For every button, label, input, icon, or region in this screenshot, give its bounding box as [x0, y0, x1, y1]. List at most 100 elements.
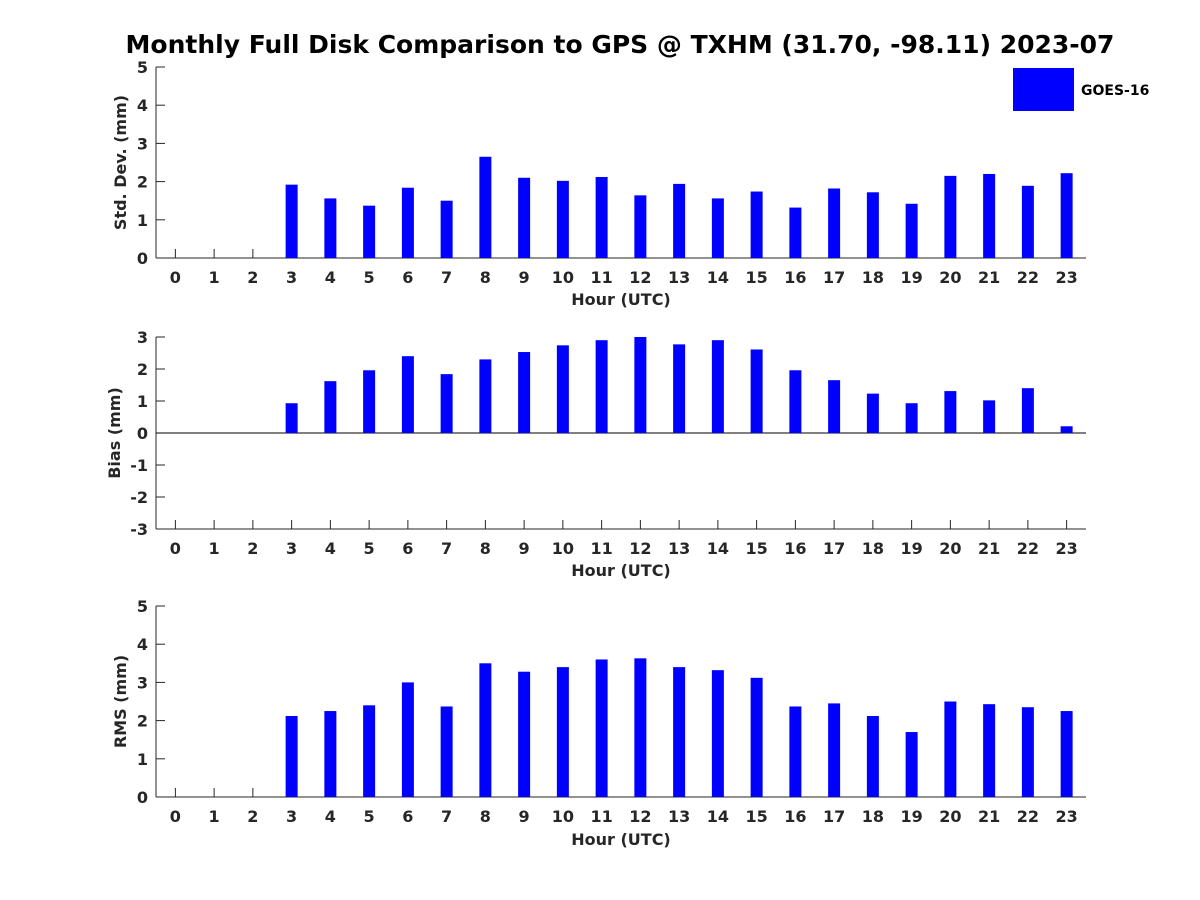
x-tick-label: 15 — [745, 268, 767, 287]
x-tick-label: 12 — [629, 807, 651, 826]
x-tick-label: 7 — [441, 268, 452, 287]
legend: GOES-16 — [1013, 68, 1149, 111]
bar-19 — [905, 203, 918, 258]
bar-23 — [1060, 426, 1073, 433]
bar-3 — [285, 716, 298, 797]
bar-9 — [518, 671, 531, 797]
bar-15 — [750, 349, 763, 433]
bar-7 — [440, 374, 453, 433]
bar-8 — [479, 663, 492, 797]
x-tick-label: 9 — [519, 268, 530, 287]
bar-21 — [983, 400, 996, 433]
x-tick-label: 0 — [170, 268, 181, 287]
bar-20 — [944, 175, 957, 258]
x-tick-label: 0 — [170, 539, 181, 558]
x-tick-label: 20 — [939, 268, 961, 287]
bar-13 — [673, 183, 686, 258]
x-tick-label: 20 — [939, 807, 961, 826]
bar-4 — [324, 198, 337, 258]
y-tick-label: -2 — [130, 488, 148, 507]
x-tick-label: 16 — [784, 268, 806, 287]
bar-15 — [750, 191, 763, 258]
x-tick-label: 12 — [629, 539, 651, 558]
x-tick-label: 16 — [784, 539, 806, 558]
x-tick-label: 21 — [978, 268, 1000, 287]
x-tick-label: 6 — [402, 268, 413, 287]
x-tick-label: 11 — [590, 539, 612, 558]
bar-3 — [285, 184, 298, 258]
x-tick-label: 2 — [247, 268, 258, 287]
x-tick-label: 17 — [823, 539, 845, 558]
y-tick-label: 2 — [137, 360, 148, 379]
y-tick-label: -3 — [130, 520, 148, 539]
y-axis-label: RMS (mm) — [111, 655, 130, 748]
x-tick-label: 20 — [939, 539, 961, 558]
bar-22 — [1021, 707, 1034, 797]
chart-title: Monthly Full Disk Comparison to GPS @ TX… — [125, 30, 1115, 59]
bar-10 — [556, 345, 569, 433]
bar-20 — [944, 391, 957, 433]
bar-12 — [634, 337, 647, 433]
x-tick-label: 12 — [629, 268, 651, 287]
bar-17 — [828, 703, 841, 797]
x-tick-label: 3 — [286, 268, 297, 287]
x-tick-label: 23 — [1055, 268, 1077, 287]
bar-5 — [363, 205, 376, 258]
x-tick-label: 14 — [707, 807, 729, 826]
x-tick-label: 8 — [480, 268, 491, 287]
bar-21 — [983, 704, 996, 797]
x-tick-label: 2 — [247, 539, 258, 558]
y-tick-label: 3 — [137, 328, 148, 347]
bar-3 — [285, 403, 298, 433]
bar-6 — [401, 187, 414, 258]
x-tick-label: 17 — [823, 807, 845, 826]
legend-label: GOES-16 — [1081, 83, 1149, 99]
x-tick-label: 21 — [978, 539, 1000, 558]
x-tick-label: 5 — [364, 807, 375, 826]
x-tick-label: 11 — [590, 807, 612, 826]
bar-18 — [866, 716, 879, 797]
x-tick-label: 16 — [784, 807, 806, 826]
bar-6 — [401, 356, 414, 433]
y-tick-label: 0 — [137, 788, 148, 807]
y-tick-label: 1 — [137, 211, 148, 230]
x-tick-label: 9 — [519, 539, 530, 558]
bar-10 — [556, 667, 569, 797]
bar-18 — [866, 192, 879, 258]
x-axis-label: Hour (UTC) — [571, 830, 671, 849]
bar-16 — [789, 207, 802, 258]
x-tick-label: 13 — [668, 539, 690, 558]
x-tick-label: 4 — [325, 539, 336, 558]
x-tick-label: 15 — [745, 539, 767, 558]
bar-18 — [866, 393, 879, 433]
x-tick-label: 5 — [364, 268, 375, 287]
x-tick-label: 13 — [668, 807, 690, 826]
bar-8 — [479, 359, 492, 433]
y-tick-label: 0 — [137, 424, 148, 443]
x-tick-label: 4 — [325, 268, 336, 287]
x-tick-label: 23 — [1055, 539, 1077, 558]
x-tick-label: 13 — [668, 268, 690, 287]
x-tick-label: 1 — [209, 268, 220, 287]
x-tick-label: 18 — [862, 539, 884, 558]
bar-13 — [673, 667, 686, 797]
bar-4 — [324, 381, 337, 433]
x-tick-label: 8 — [480, 539, 491, 558]
bar-23 — [1060, 173, 1073, 258]
bar-19 — [905, 732, 918, 797]
x-tick-label: 6 — [402, 807, 413, 826]
bar-14 — [711, 670, 724, 797]
y-tick-label: 4 — [137, 96, 148, 115]
x-axis-label: Hour (UTC) — [571, 290, 671, 309]
bar-9 — [518, 352, 531, 433]
bar-7 — [440, 200, 453, 258]
x-tick-label: 7 — [441, 807, 452, 826]
x-tick-label: 8 — [480, 807, 491, 826]
bar-11 — [595, 340, 608, 433]
y-tick-label: 5 — [137, 58, 148, 77]
x-tick-label: 19 — [900, 807, 922, 826]
x-tick-label: 15 — [745, 807, 767, 826]
